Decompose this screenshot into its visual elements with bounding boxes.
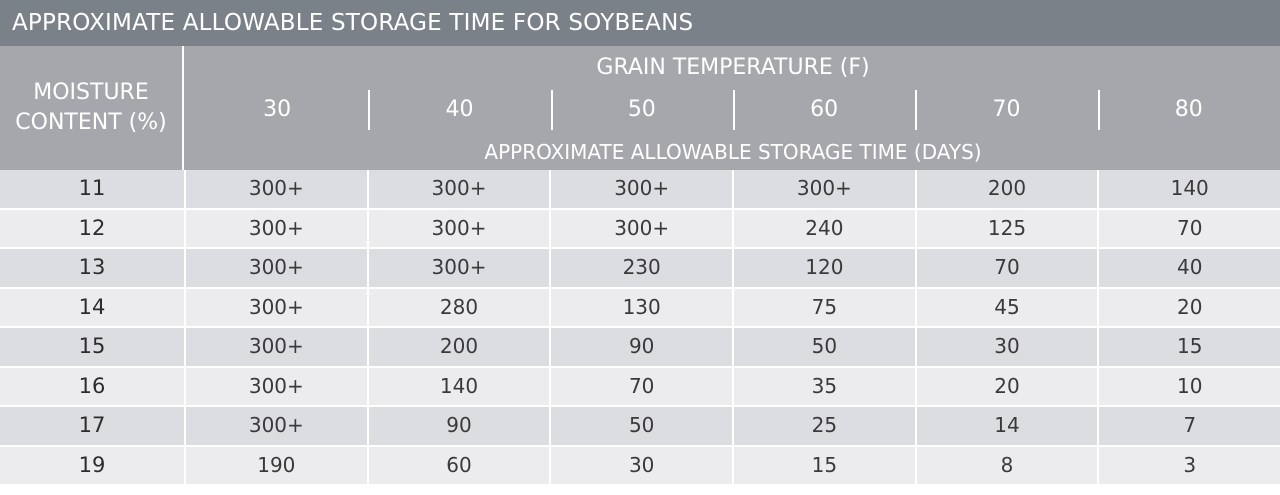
table-title: APPROXIMATE ALLOWABLE STORAGE TIME FOR S… bbox=[0, 0, 1280, 46]
storage-days-cell: 300+ bbox=[186, 367, 369, 407]
storage-days-cell: 8 bbox=[916, 446, 1100, 486]
storage-days-cell: 130 bbox=[551, 288, 735, 328]
storage-days-cell: 120 bbox=[734, 249, 917, 289]
storage-days-cell: 15 bbox=[734, 446, 917, 486]
storage-days-cell: 125 bbox=[916, 209, 1100, 249]
storage-time-header: APPROXIMATE ALLOWABLE STORAGE TIME (DAYS… bbox=[484, 140, 982, 164]
storage-days-cell: 90 bbox=[551, 328, 735, 368]
temperature-header: 70 bbox=[915, 90, 1097, 130]
moisture-cell: 14 bbox=[0, 288, 186, 328]
storage-days-cell: 140 bbox=[368, 367, 552, 407]
storage-days-cell: 15 bbox=[1099, 328, 1280, 368]
storage-days-cell: 280 bbox=[368, 288, 552, 328]
storage-days-cell: 70 bbox=[1099, 210, 1280, 249]
storage-days-cell: 300+ bbox=[734, 170, 917, 210]
storage-days-cell: 300+ bbox=[368, 249, 552, 289]
storage-days-cell: 230 bbox=[551, 249, 735, 289]
storage-days-cell: 20 bbox=[916, 367, 1100, 407]
table-row: 15 300+ 200 90 50 30 15 bbox=[0, 328, 1280, 368]
moisture-header: MOISTURE CONTENT (%) bbox=[0, 46, 184, 170]
moisture-cell: 16 bbox=[0, 367, 186, 407]
storage-days-cell: 30 bbox=[551, 446, 735, 486]
storage-days-cell: 190 bbox=[186, 446, 369, 486]
table-header: MOISTURE CONTENT (%) GRAIN TEMPERATURE (… bbox=[0, 46, 1280, 170]
temperature-header: 50 bbox=[550, 90, 733, 130]
storage-days-cell: 35 bbox=[734, 367, 917, 407]
storage-days-cell: 200 bbox=[916, 170, 1100, 210]
moisture-cell: 11 bbox=[0, 170, 186, 210]
storage-days-cell: 300+ bbox=[186, 328, 369, 368]
storage-days-cell: 200 bbox=[368, 328, 552, 368]
storage-days-cell: 50 bbox=[734, 328, 917, 368]
storage-days-cell: 140 bbox=[1099, 170, 1280, 210]
table-row: 14 300+ 280 130 75 45 20 bbox=[0, 288, 1280, 328]
temperature-header: 60 bbox=[732, 90, 915, 130]
table-row: 11 300+ 300+ 300+ 300+ 200 140 bbox=[0, 170, 1280, 210]
storage-days-cell: 300+ bbox=[186, 407, 369, 447]
table-row: 16 300+ 140 70 35 20 10 bbox=[0, 367, 1280, 407]
storage-days-cell: 25 bbox=[734, 407, 917, 447]
storage-days-cell: 300+ bbox=[368, 209, 552, 249]
temperature-header: 40 bbox=[368, 90, 550, 130]
storage-days-cell: 70 bbox=[916, 249, 1100, 289]
storage-days-cell: 50 bbox=[551, 407, 735, 447]
storage-days-cell: 240 bbox=[734, 209, 917, 249]
moisture-header-line1: MOISTURE bbox=[33, 80, 149, 105]
moisture-cell: 15 bbox=[0, 328, 186, 368]
storage-days-cell: 300+ bbox=[186, 209, 369, 249]
storage-days-cell: 300+ bbox=[186, 288, 369, 328]
storage-days-cell: 45 bbox=[916, 288, 1100, 328]
moisture-cell: 13 bbox=[0, 249, 186, 289]
temperature-header: 80 bbox=[1097, 90, 1280, 130]
moisture-cell: 12 bbox=[0, 209, 186, 249]
table-row: 13 300+ 300+ 230 120 70 40 bbox=[0, 249, 1280, 289]
temperature-header-row: 30 40 50 60 70 80 bbox=[186, 90, 1280, 130]
storage-days-cell: 90 bbox=[368, 407, 552, 447]
storage-days-cell: 7 bbox=[1099, 407, 1280, 447]
storage-days-cell: 300+ bbox=[186, 170, 369, 210]
storage-days-cell: 60 bbox=[368, 446, 552, 486]
storage-days-cell: 3 bbox=[1099, 447, 1280, 486]
storage-days-cell: 300+ bbox=[551, 209, 735, 249]
storage-days-cell: 40 bbox=[1099, 249, 1280, 289]
grain-temperature-header: GRAIN TEMPERATURE (F) bbox=[596, 55, 870, 80]
moisture-cell: 17 bbox=[0, 407, 186, 447]
table-body: 11 300+ 300+ 300+ 300+ 200 140 12 300+ 300+ 300+ 24… bbox=[0, 170, 1280, 486]
moisture-header-line2: CONTENT (%) bbox=[15, 110, 167, 135]
temperature-header: 30 bbox=[263, 97, 292, 122]
storage-days-cell: 70 bbox=[551, 367, 735, 407]
storage-days-cell: 20 bbox=[1099, 289, 1280, 328]
storage-days-cell: 75 bbox=[734, 288, 917, 328]
table-row: 12 300+ 300+ 300+ 240 125 70 bbox=[0, 209, 1280, 249]
storage-days-cell: 300+ bbox=[368, 170, 552, 210]
moisture-cell: 19 bbox=[0, 446, 186, 486]
table-row: 19 190 60 30 15 8 3 bbox=[0, 446, 1280, 486]
storage-days-cell: 14 bbox=[916, 407, 1100, 447]
table-row: 17 300+ 90 50 25 14 7 bbox=[0, 407, 1280, 447]
storage-days-cell: 30 bbox=[916, 328, 1100, 368]
storage-days-cell: 300+ bbox=[551, 170, 735, 210]
storage-days-cell: 10 bbox=[1099, 368, 1280, 407]
storage-days-cell: 300+ bbox=[186, 249, 369, 289]
